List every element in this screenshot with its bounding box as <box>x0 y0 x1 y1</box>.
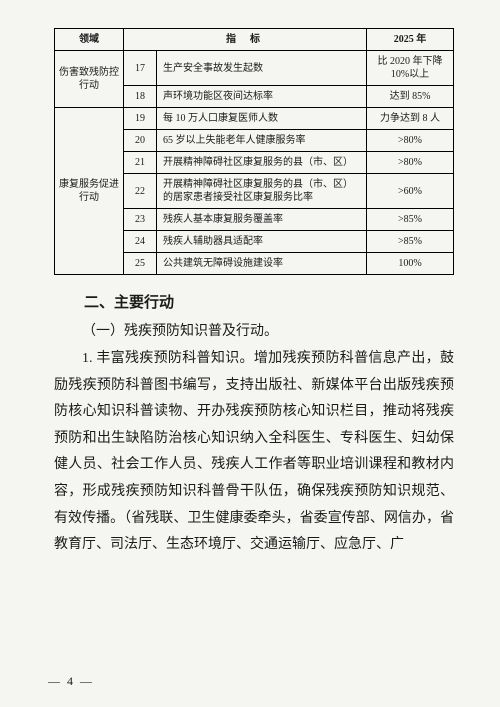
th-domain: 领域 <box>55 29 124 51</box>
page-number: — 4 — <box>48 674 94 689</box>
num-cell: 22 <box>124 174 157 209</box>
ind-cell: 声环境功能区夜间达标率 <box>157 86 367 108</box>
domain-cell-2: 康复服务促进行动 <box>55 108 124 275</box>
target-cell: >60% <box>367 174 454 209</box>
target-cell: 达到 85% <box>367 86 454 108</box>
target-cell: >85% <box>367 209 454 231</box>
target-cell: 100% <box>367 253 454 275</box>
section-heading: 二、主要行动 <box>54 291 454 312</box>
ind-cell: 公共建筑无障碍设施建设率 <box>157 253 367 275</box>
num-cell: 20 <box>124 130 157 152</box>
num-cell: 19 <box>124 108 157 130</box>
target-cell: >80% <box>367 152 454 174</box>
num-cell: 23 <box>124 209 157 231</box>
target-cell: 力争达到 8 人 <box>367 108 454 130</box>
target-cell: 比 2020 年下降 10%以上 <box>367 51 454 86</box>
ind-cell: 残疾人基本康复服务覆盖率 <box>157 209 367 231</box>
num-cell: 24 <box>124 231 157 253</box>
num-cell: 18 <box>124 86 157 108</box>
ind-cell: 65 岁以上失能老年人健康服务率 <box>157 130 367 152</box>
ind-cell: 生产安全事故发生起数 <box>157 51 367 86</box>
subsection-heading: （一）残疾预防知识普及行动。 <box>54 320 454 340</box>
page-container: 领域 指标 2025 年 伤害致残防控行动 17 生产安全事故发生起数 比 20… <box>0 0 500 579</box>
num-cell: 21 <box>124 152 157 174</box>
ind-cell: 开展精神障碍社区康复服务的县（市、区） <box>157 152 367 174</box>
indicator-table: 领域 指标 2025 年 伤害致残防控行动 17 生产安全事故发生起数 比 20… <box>54 28 454 275</box>
th-target: 2025 年 <box>367 29 454 51</box>
body-paragraph: 1. 丰富残疾预防科普知识。增加残疾预防科普信息产出，鼓励残疾预防科普图书编写，… <box>54 346 454 559</box>
table-row: 伤害致残防控行动 17 生产安全事故发生起数 比 2020 年下降 10%以上 <box>55 51 454 86</box>
domain-cell-1: 伤害致残防控行动 <box>55 51 124 108</box>
target-cell: >85% <box>367 231 454 253</box>
table-row: 康复服务促进行动 19 每 10 万人口康复医师人数 力争达到 8 人 <box>55 108 454 130</box>
th-indicator: 指标 <box>124 29 367 51</box>
num-cell: 17 <box>124 51 157 86</box>
ind-cell: 残疾人辅助器具适配率 <box>157 231 367 253</box>
ind-cell: 开展精神障碍社区康复服务的县（市、区）的居家患者接受社区康复服务比率 <box>157 174 367 209</box>
target-cell: >80% <box>367 130 454 152</box>
ind-cell: 每 10 万人口康复医师人数 <box>157 108 367 130</box>
num-cell: 25 <box>124 253 157 275</box>
